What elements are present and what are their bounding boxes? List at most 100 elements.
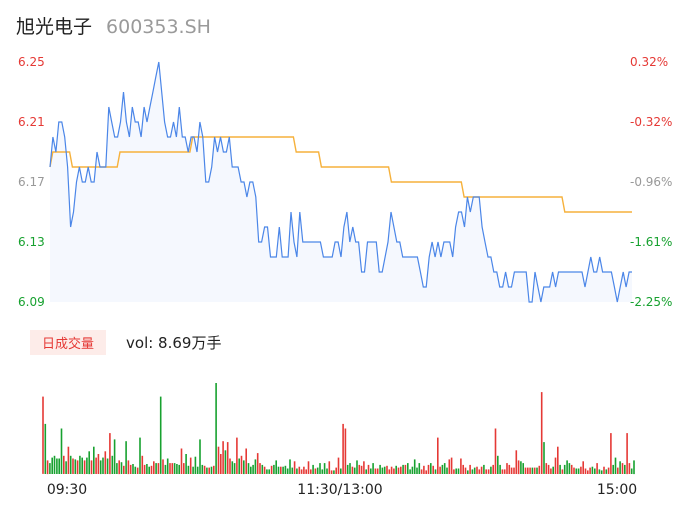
volume-bar	[413, 459, 416, 474]
volume-bar	[494, 428, 497, 474]
volume-bar	[450, 457, 453, 474]
volume-bar	[63, 455, 65, 474]
volume-bar	[81, 457, 83, 474]
volume-bar	[268, 469, 270, 474]
volume-bar	[508, 464, 511, 474]
volume-bar	[589, 467, 591, 474]
volume-bar	[76, 460, 79, 475]
volume-bar	[353, 467, 356, 474]
volume-bar	[162, 459, 164, 474]
volume-bar	[416, 467, 418, 474]
volume-bar	[448, 459, 451, 474]
volume-bar	[596, 463, 598, 474]
volume-bar	[515, 450, 518, 474]
volume-bar	[545, 463, 548, 474]
volume-bar	[527, 467, 529, 474]
volume-bar	[106, 458, 109, 474]
volume-bar	[189, 457, 192, 474]
volume-bar	[238, 458, 240, 474]
volume-bar	[213, 465, 215, 474]
volume-bar	[310, 469, 312, 474]
volume-bar	[86, 457, 88, 474]
percent-tick-label: -2.25%	[630, 295, 672, 309]
volume-bar	[116, 463, 118, 474]
volume-bar	[229, 458, 231, 474]
volume-bar	[316, 467, 319, 474]
volume-bar	[164, 464, 167, 474]
volume-bar	[335, 467, 337, 474]
volume-bar	[547, 464, 550, 474]
volume-bar	[111, 455, 114, 474]
volume-bar	[360, 465, 363, 474]
volume-bar	[141, 455, 144, 474]
volume-bar	[245, 448, 247, 474]
volume-bar	[536, 467, 538, 474]
volume-bar	[517, 460, 520, 475]
volume-bar	[374, 468, 377, 474]
volume-bar	[485, 469, 487, 474]
volume-bar	[60, 428, 63, 474]
volume-bar	[453, 469, 455, 474]
volume-bar	[222, 441, 224, 474]
volume-bar	[79, 455, 81, 474]
volume-bar	[520, 461, 522, 474]
volume-bar	[199, 439, 201, 474]
volume-bar	[480, 466, 483, 474]
volume-header: 日成交量 vol: 8.69万手	[30, 330, 221, 355]
volume-bar	[159, 396, 162, 474]
volume-bar	[333, 470, 335, 474]
volume-bar	[501, 469, 504, 474]
volume-bar	[277, 466, 280, 474]
volume-bar	[74, 459, 77, 474]
volume-bar	[220, 454, 222, 474]
percent-tick-label: 0.32%	[630, 55, 668, 69]
volume-bar	[483, 464, 485, 474]
volume-bar	[473, 467, 476, 474]
volume-bar	[561, 469, 564, 474]
volume-bar	[607, 467, 610, 474]
volume-bar	[226, 442, 229, 474]
time-tick-label: 11:30/13:00	[297, 482, 382, 498]
volume-bar	[358, 464, 361, 474]
volume-bar	[404, 464, 407, 474]
volume-bar	[617, 467, 619, 474]
volume-bar	[49, 463, 51, 474]
volume-bar	[407, 463, 409, 474]
volume-bar	[261, 464, 264, 474]
volume-bar	[340, 468, 342, 474]
volume-bar	[166, 458, 169, 474]
volume-bar	[497, 455, 499, 474]
volume-bar	[533, 467, 536, 474]
volume-bar	[134, 466, 137, 474]
volume-bar	[531, 467, 534, 474]
volume-bar	[478, 469, 481, 474]
volume-bar	[240, 455, 243, 474]
price-tick-label: 6.13	[18, 235, 45, 249]
volume-bar	[503, 469, 506, 474]
volume-bar	[524, 467, 527, 474]
volume-bar	[628, 463, 631, 474]
volume-bar	[171, 463, 174, 474]
volume-bar	[376, 468, 379, 474]
volume-bar	[93, 446, 95, 474]
volume-bar	[326, 468, 328, 474]
volume-bar	[125, 441, 127, 474]
volume-bar	[633, 460, 635, 475]
volume-bar	[208, 467, 210, 474]
volume-bar	[342, 423, 344, 474]
volume-bar	[109, 433, 111, 475]
volume-bar	[372, 463, 374, 474]
volume-bar	[259, 463, 261, 474]
volume-bar	[284, 465, 287, 474]
volume-bar	[563, 464, 566, 474]
volume-bar	[395, 465, 397, 474]
volume-bar	[296, 468, 298, 474]
daily-volume-tab[interactable]: 日成交量	[30, 330, 107, 355]
volume-bar	[580, 466, 582, 474]
volume-bar	[575, 468, 578, 474]
volume-bar	[594, 468, 596, 474]
volume-bar	[455, 468, 457, 474]
volume-bar	[178, 464, 180, 474]
volume-bar	[46, 460, 49, 475]
volume-bar	[381, 467, 384, 474]
